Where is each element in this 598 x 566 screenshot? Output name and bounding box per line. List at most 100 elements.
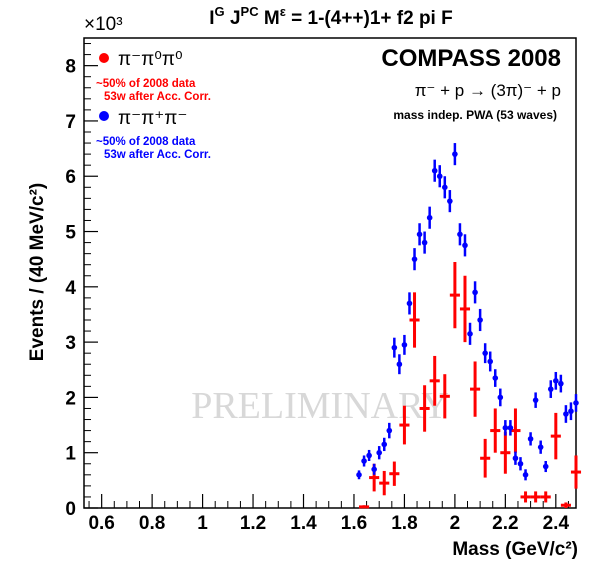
data-point-red [409,292,420,348]
legend: π⁻π⁰π⁰ ~50% of 2008 data 53w after Acc. … [96,49,211,161]
data-point-blue [522,469,529,481]
data-point-blue [517,457,524,471]
y-tick-label: 6 [65,167,76,188]
chart-title: IG JPC Mε = 1-(4++)1+ f2 pi F [209,4,452,29]
x-tick-label: 1.4 [290,513,317,534]
data-point-blue [386,422,393,439]
series-pipi [356,143,579,481]
data-point-red [500,431,511,474]
data-point-blue [447,190,453,213]
data-point-red [459,275,471,343]
data-point-blue [431,159,438,182]
data-point-red [570,455,582,489]
x-tick-label: 1 [197,513,208,534]
data-point-blue [391,337,398,358]
y-axis: 0 1 2 3 4 5 6 7 8 [65,43,98,520]
data-point-red [540,491,551,503]
data-point-blue [497,388,504,407]
data-point-red [399,405,410,445]
x-tick-label: 1.8 [391,513,417,534]
data-point-blue [356,470,362,480]
data-point-blue [406,292,413,315]
reaction-label: π⁻ + p → (3π)⁻ + p [415,81,561,100]
x-axis: 0.6 0.8 1 1.2 1.4 1.6 1.8 2 2.2 2.4 [88,494,569,534]
legend-blue-marker [99,111,109,121]
data-point-blue [558,374,564,393]
data-point-red [379,470,390,496]
y-tick-label: 3 [65,333,76,354]
legend-red-note1: ~50% of 2008 data [96,78,196,90]
data-point-blue [457,223,463,246]
data-point-red [429,355,440,406]
data-point-red [439,374,450,419]
plot-frame [83,37,577,509]
data-point-blue [537,440,544,454]
data-point-blue [452,143,458,166]
x-tick-label: 1.2 [240,513,266,534]
data-point-blue [532,392,539,408]
data-point-blue [472,281,478,304]
x-tick-label: 1.6 [341,513,367,534]
watermark: PRELIMINARY [191,385,449,427]
data-point-red [470,361,481,417]
data-point-blue [507,420,514,436]
data-point-blue [492,369,499,387]
y-tick-label: 1 [65,444,76,465]
data-point-red [359,505,370,509]
legend-red-note2: 53w after Acc. Corr. [104,91,211,103]
x-tick-label: 2.2 [492,513,518,534]
data-point-blue [421,231,428,254]
data-point-blue [442,176,448,199]
analysis-label: mass indep. PWA (53 waves) [393,108,557,122]
x-tick-label: 0.6 [88,513,114,534]
data-point-blue [436,165,443,188]
data-point-red [550,412,561,460]
legend-red-label: π⁻π⁰π⁰ [118,49,183,70]
x-axis-label: Mass (GeV/c²) [452,539,578,560]
data-point-red [449,261,460,329]
experiment-label: COMPASS 2008 [381,45,561,72]
data-point-blue [462,234,468,257]
y-axis-label: Events / (40 MeV/c²) [27,183,48,361]
data-point-blue [376,446,383,460]
legend-blue-note2: 53w after Acc. Corr. [104,149,211,161]
data-point-blue [371,463,377,475]
data-point-red [419,385,430,432]
y-tick-label: 4 [65,278,76,299]
legend-red-marker [99,53,109,63]
y-multiplier: ×10³ [84,14,123,35]
data-point-red [530,491,541,503]
legend-blue-label: π⁻π⁺π⁻ [118,108,187,129]
x-tick-label: 2 [450,513,461,534]
data-point-red [480,438,491,478]
x-tick-label: 0.8 [139,513,165,534]
data-point-blue [573,394,579,412]
y-tick-label: 7 [65,112,76,133]
data-point-blue [568,402,574,421]
data-point-blue [502,420,509,436]
data-point-blue [401,334,408,355]
y-tick-label: 2 [65,388,76,409]
data-point-blue [467,322,473,345]
data-point-red [389,461,400,486]
data-point-blue [547,380,554,398]
data-point-blue [563,405,569,423]
data-point-blue [512,451,519,465]
data-point-red [520,491,531,503]
data-point-blue [542,461,549,473]
data-point-blue [381,437,388,452]
data-point-red [560,502,571,508]
data-point-blue [487,351,494,372]
data-point-red [510,408,521,453]
data-point-blue [411,248,418,271]
data-point-blue [416,223,423,246]
data-point-blue [477,308,483,332]
y-tick-label: 0 [65,499,76,520]
legend-blue-note1: ~50% of 2008 data [96,136,196,148]
x-tick-label: 2.4 [543,513,570,534]
data-point-blue [426,206,433,229]
y-tick-label: 8 [65,57,76,78]
data-point-blue [553,371,559,390]
data-point-red [490,408,501,453]
